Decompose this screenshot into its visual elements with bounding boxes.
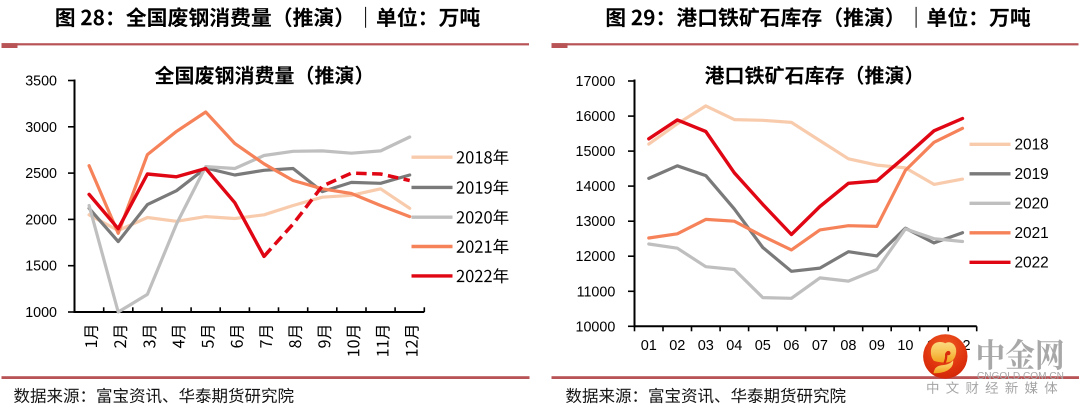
svg-text:2019: 2019: [1015, 166, 1049, 183]
svg-text:15000: 15000: [576, 144, 616, 160]
svg-text:04: 04: [726, 338, 742, 354]
svg-text:2020: 2020: [1015, 196, 1049, 213]
svg-text:2022: 2022: [1015, 255, 1049, 272]
svg-text:2018: 2018: [1015, 137, 1049, 154]
svg-text:09: 09: [869, 338, 885, 354]
svg-text:1000: 1000: [25, 305, 57, 321]
svg-text:01: 01: [641, 338, 657, 354]
svg-text:10: 10: [897, 338, 913, 354]
svg-text:CNGOLD.COM.CN: CNGOLD.COM.CN: [977, 371, 1064, 382]
svg-text:3500: 3500: [25, 74, 57, 90]
svg-text:03: 03: [698, 338, 714, 354]
svg-text:14000: 14000: [576, 179, 616, 195]
svg-text:1500: 1500: [25, 259, 57, 275]
svg-text:05: 05: [755, 338, 771, 354]
svg-text:3000: 3000: [25, 120, 57, 136]
svg-text:13000: 13000: [576, 214, 616, 230]
svg-text:2000: 2000: [25, 212, 57, 228]
svg-text:16000: 16000: [576, 109, 616, 125]
svg-text:08: 08: [840, 338, 856, 354]
svg-text:2500: 2500: [25, 166, 57, 182]
svg-text:11000: 11000: [577, 284, 616, 300]
svg-text:10000: 10000: [576, 319, 616, 335]
svg-text:2021: 2021: [1015, 225, 1049, 242]
svg-text:12000: 12000: [576, 249, 616, 265]
svg-text:17000: 17000: [576, 74, 616, 90]
svg-text:06: 06: [783, 338, 799, 354]
svg-text:02: 02: [669, 338, 685, 354]
svg-text:07: 07: [812, 338, 828, 354]
